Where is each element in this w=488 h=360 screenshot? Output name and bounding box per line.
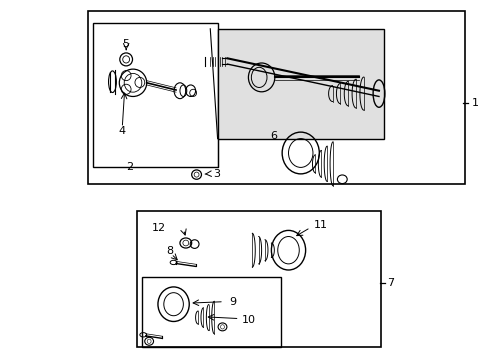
Text: 9: 9: [228, 297, 236, 307]
Text: 5: 5: [122, 39, 129, 49]
Text: 11: 11: [313, 220, 327, 230]
Bar: [142, 277, 281, 347]
Bar: [137, 211, 381, 347]
Bar: [93, 23, 217, 167]
Text: 1: 1: [471, 98, 478, 108]
Text: 2: 2: [126, 162, 133, 172]
Text: 3: 3: [213, 168, 220, 179]
Text: 6: 6: [270, 131, 277, 141]
Bar: [217, 29, 383, 139]
Text: 4: 4: [119, 126, 125, 136]
Bar: [88, 11, 464, 184]
Text: 10: 10: [242, 315, 256, 325]
Text: 12: 12: [151, 222, 165, 233]
Text: 7: 7: [386, 278, 394, 288]
Text: 8: 8: [166, 246, 173, 256]
